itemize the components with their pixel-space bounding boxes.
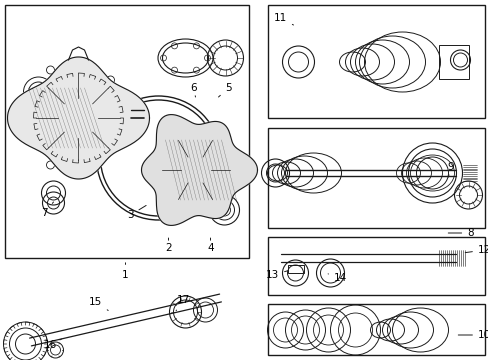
Text: 4: 4	[207, 238, 213, 253]
Text: 12: 12	[464, 245, 488, 255]
Bar	[267, 304, 484, 355]
Text: 7: 7	[41, 202, 53, 218]
Text: 13: 13	[265, 270, 287, 280]
Polygon shape	[141, 114, 257, 225]
Text: 15: 15	[89, 297, 108, 310]
Bar	[287, 265, 303, 273]
Text: 8: 8	[447, 228, 473, 238]
Text: 9: 9	[446, 162, 453, 177]
Bar	[267, 128, 484, 228]
Text: 1: 1	[122, 263, 128, 280]
Text: 14: 14	[327, 273, 346, 283]
Bar	[267, 5, 484, 118]
Polygon shape	[7, 57, 149, 179]
Text: 2: 2	[165, 238, 171, 253]
Bar	[438, 45, 468, 79]
Text: 3: 3	[127, 206, 146, 220]
Text: 5: 5	[218, 83, 231, 97]
Text: 17: 17	[176, 295, 190, 311]
Text: 10: 10	[457, 330, 488, 340]
Text: 6: 6	[190, 83, 196, 97]
Text: 16: 16	[44, 339, 61, 350]
Bar	[267, 237, 484, 295]
Bar	[5, 5, 248, 258]
Text: 11: 11	[273, 13, 293, 25]
